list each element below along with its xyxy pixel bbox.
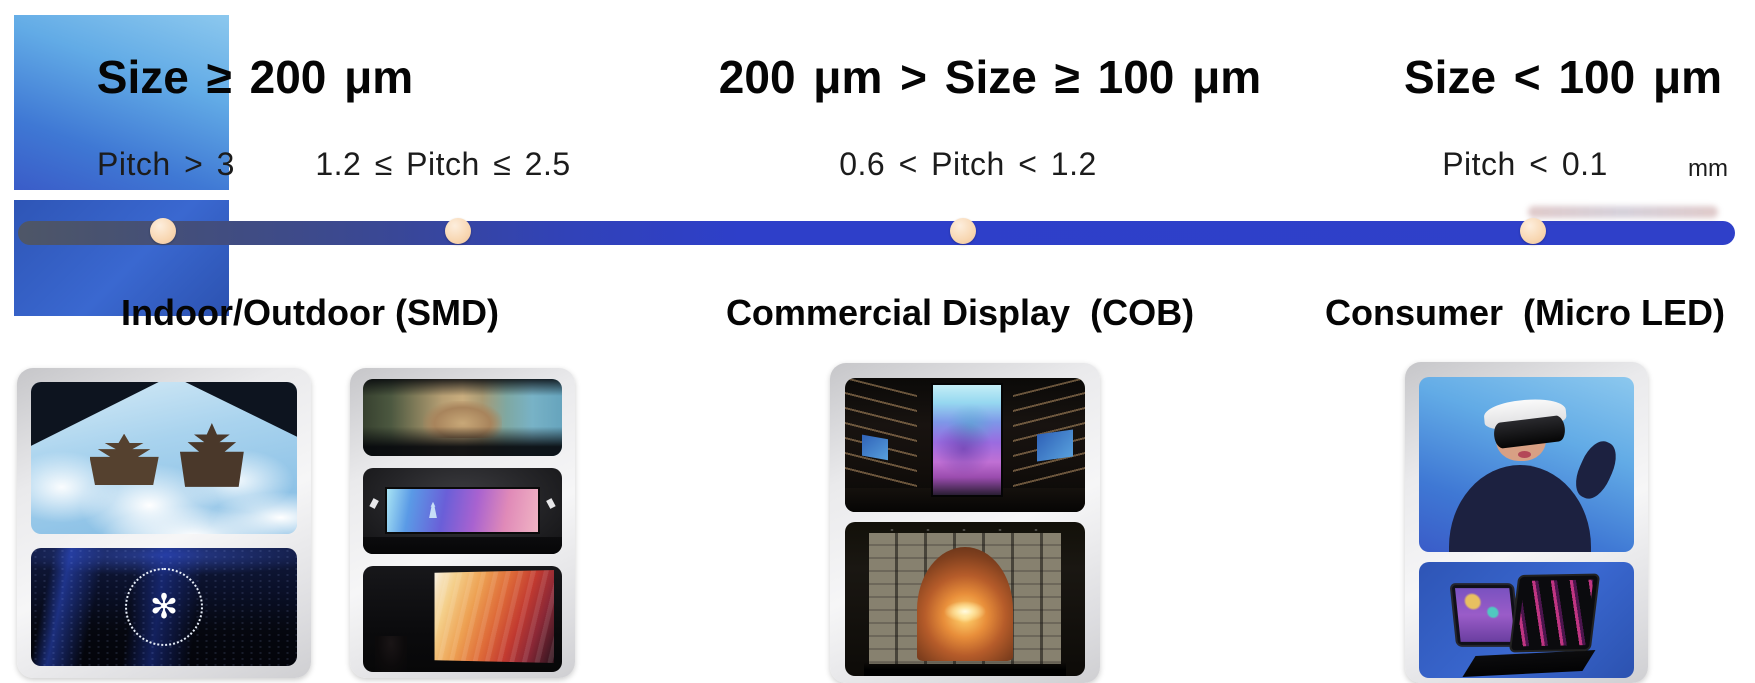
tilted-tv-screen bbox=[434, 570, 554, 663]
floor-shadow bbox=[363, 537, 562, 554]
colorful-hand-art bbox=[933, 385, 1000, 495]
smd-photo-pagoda-clouds bbox=[31, 382, 297, 534]
cloud-layer bbox=[31, 420, 297, 534]
smd-photo-card-2 bbox=[350, 368, 575, 678]
smd-photo-snowflake-stadium: ✻ bbox=[31, 548, 297, 666]
audience-silhouette bbox=[864, 662, 1066, 676]
person-torso bbox=[1449, 465, 1591, 553]
smd-photo-gradient-tv bbox=[363, 566, 562, 672]
scale-marker-4 bbox=[1520, 218, 1546, 244]
unit-label-mm: mm bbox=[1688, 155, 1728, 183]
tablet-right-screen-art bbox=[1516, 580, 1593, 646]
wide-led-screen bbox=[385, 487, 540, 534]
size-header-cob: 200 μm > Size ≥ 100 μm bbox=[719, 50, 1261, 104]
scale-marker-2 bbox=[445, 218, 471, 244]
pitch-scale-bar bbox=[18, 221, 1735, 245]
wave-texture bbox=[434, 570, 554, 663]
wall-accent-right bbox=[546, 498, 556, 509]
tablet-stand bbox=[1462, 649, 1595, 676]
category-label-cob: Commercial Display (COB) bbox=[726, 292, 1194, 334]
smd-photo-home-cinema-wall bbox=[363, 468, 562, 554]
person-arm bbox=[1570, 436, 1624, 503]
pitch-label-0p6-1p2: 0.6 < Pitch < 1.2 bbox=[839, 146, 1097, 183]
microled-photo-tablets bbox=[1419, 562, 1634, 678]
presenter-silhouette bbox=[375, 636, 407, 672]
category-label-microled: Consumer (Micro LED) bbox=[1325, 292, 1725, 334]
sun-glow bbox=[944, 601, 986, 622]
cob-photo-showroom-vertical-screen bbox=[845, 378, 1085, 512]
infographic-canvas: Size ≥ 200 μm 200 μm > Size ≥ 100 μm Siz… bbox=[0, 0, 1755, 683]
snowflake-icon: ✻ bbox=[150, 590, 179, 624]
vignette-layer bbox=[363, 379, 562, 456]
pitch-label-lt0p1: Pitch < 0.1 bbox=[1442, 146, 1608, 183]
cob-photo-card bbox=[830, 363, 1100, 683]
blurred-watermark bbox=[1528, 206, 1718, 218]
microled-photo-vr-headset bbox=[1419, 377, 1634, 552]
vertical-led-screen bbox=[931, 383, 1002, 497]
side-screen-left bbox=[862, 435, 888, 461]
scale-marker-3 bbox=[950, 218, 976, 244]
castle-silhouette bbox=[423, 502, 443, 518]
snowflake-emblem: ✻ bbox=[125, 568, 203, 646]
wall-accent-left bbox=[369, 498, 379, 509]
pitch-label-gt3: Pitch > 3 bbox=[97, 146, 235, 183]
smd-photo-card-1: ✻ bbox=[17, 368, 311, 678]
smd-photo-panorama-screen bbox=[363, 379, 562, 456]
scale-marker-1 bbox=[150, 218, 176, 244]
cob-photo-led-wall-canyon bbox=[845, 522, 1085, 676]
size-header-smd: Size ≥ 200 μm bbox=[97, 50, 413, 104]
size-header-microled: Size < 100 μm bbox=[1404, 50, 1722, 104]
tablet-right bbox=[1508, 573, 1600, 652]
side-screen-right bbox=[1037, 429, 1073, 461]
category-label-smd: Indoor/Outdoor (SMD) bbox=[121, 292, 499, 334]
pitch-label-1p2-2p5: 1.2 ≤ Pitch ≤ 2.5 bbox=[315, 146, 570, 183]
tablet-left-screen-art bbox=[1455, 588, 1515, 642]
microled-photo-card bbox=[1405, 362, 1648, 683]
